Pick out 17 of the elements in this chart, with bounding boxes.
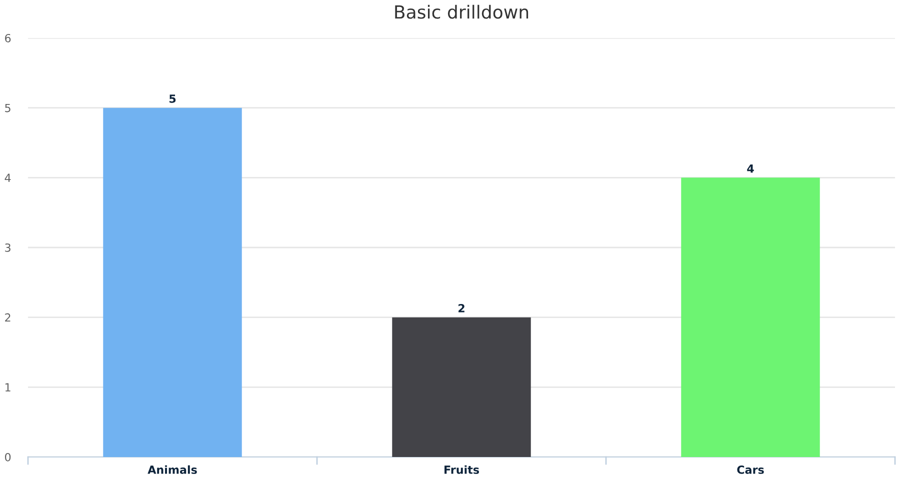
x-tick-label: Animals [148,465,197,474]
y-tick-label: 0 [4,452,11,462]
bar [392,317,531,457]
bar [681,178,820,457]
y-tick-label: 1 [5,383,10,392]
x-tick-label: Fruits [444,465,479,474]
data-label: 2 [458,304,464,312]
data-label: 5 [169,94,176,103]
y-tick-label: 5 [5,104,10,112]
y-tick-label: 3 [5,243,10,252]
y-tick-label: 4 [4,174,11,182]
x-tick-label: Cars [737,466,764,474]
data-label: 4 [747,164,754,173]
chart-title: Basic drilldown [395,4,528,19]
bar [103,108,242,457]
y-tick-label: 6 [5,34,11,42]
y-tick-label: 2 [5,313,10,322]
